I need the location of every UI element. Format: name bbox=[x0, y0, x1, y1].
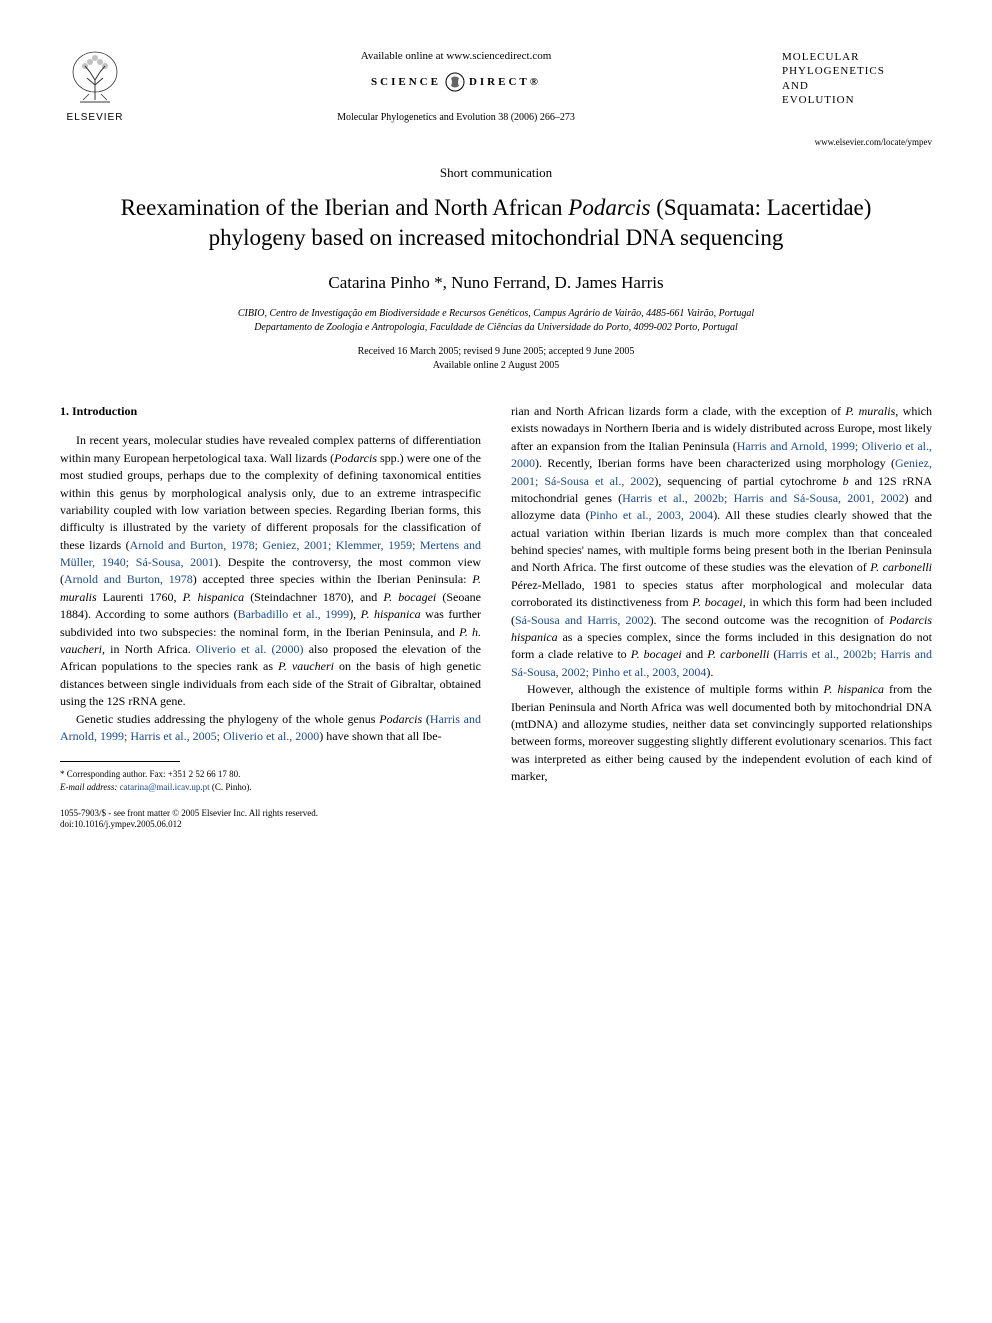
para-2: Genetic studies addressing the phylogeny… bbox=[60, 711, 481, 746]
authors: Catarina Pinho *, Nuno Ferrand, D. James… bbox=[60, 273, 932, 293]
journal-title-block: MOLECULAR PHYLOGENETICS AND EVOLUTION ww… bbox=[782, 50, 932, 147]
copyright-block: 1055-7903/$ - see front matter © 2005 El… bbox=[60, 808, 481, 831]
elsevier-logo: ELSEVIER bbox=[60, 50, 130, 130]
body-text: 1. Introduction In recent years, molecul… bbox=[60, 403, 932, 831]
sd-text-right: DIRECT® bbox=[469, 76, 541, 88]
email-suffix: (C. Pinho). bbox=[210, 782, 252, 792]
elsevier-tree-icon bbox=[65, 50, 125, 110]
title-italic1: Podarcis bbox=[568, 195, 650, 220]
footnote-separator bbox=[60, 761, 180, 762]
journal-title-2: PHYLOGENETICS bbox=[782, 64, 932, 78]
article-dates: Received 16 March 2005; revised 9 June 2… bbox=[60, 345, 932, 373]
dates-line1: Received 16 March 2005; revised 9 June 2… bbox=[60, 345, 932, 359]
copyright-line1: 1055-7903/$ - see front matter © 2005 El… bbox=[60, 808, 481, 820]
journal-url: www.elsevier.com/locate/ympev bbox=[782, 137, 932, 147]
publisher-name: ELSEVIER bbox=[67, 112, 124, 123]
citation[interactable]: Barbadillo et al., 1999 bbox=[238, 607, 350, 621]
sciencedirect-logo: SCIENCE DIRECT® bbox=[371, 72, 541, 92]
section-1-heading: 1. Introduction bbox=[60, 403, 481, 420]
para-3: However, although the existence of multi… bbox=[511, 681, 932, 785]
citation[interactable]: Sá-Sousa and Harris, 2002 bbox=[515, 613, 650, 627]
para-1: In recent years, molecular studies have … bbox=[60, 432, 481, 710]
corresponding-author-note: * Corresponding author. Fax: +351 2 52 6… bbox=[60, 768, 481, 793]
citation[interactable]: Pinho et al., 2003, 2004 bbox=[590, 508, 714, 522]
journal-title-1: MOLECULAR bbox=[782, 50, 932, 64]
author-email[interactable]: catarina@mail.icav.up.pt bbox=[120, 782, 210, 792]
journal-reference: Molecular Phylogenetics and Evolution 38… bbox=[150, 112, 762, 123]
email-label: E-mail address: bbox=[60, 782, 117, 792]
corresponding-text: * Corresponding author. Fax: +351 2 52 6… bbox=[60, 768, 481, 781]
column-right: rian and North African lizards form a cl… bbox=[511, 403, 932, 831]
para-2-continued: rian and North African lizards form a cl… bbox=[511, 403, 932, 681]
journal-title-4: EVOLUTION bbox=[782, 93, 932, 107]
affiliation-2: Departamento de Zoologia e Antropologia,… bbox=[90, 321, 902, 335]
doi: doi:10.1016/j.ympev.2005.06.012 bbox=[60, 819, 481, 831]
journal-title-3: AND bbox=[782, 79, 932, 93]
citation[interactable]: Arnold and Burton, 1978 bbox=[64, 572, 193, 586]
title-part1: Reexamination of the Iberian and North A… bbox=[121, 195, 569, 220]
sciencedirect-icon bbox=[445, 72, 465, 92]
column-left: 1. Introduction In recent years, molecul… bbox=[60, 403, 481, 831]
citation[interactable]: Harris et al., 2002b; Harris and Sá-Sous… bbox=[622, 491, 904, 505]
available-online-text: Available online at www.sciencedirect.co… bbox=[150, 50, 762, 62]
affiliation-1: CIBIO, Centro de Investigação em Biodive… bbox=[90, 307, 902, 321]
page-header: ELSEVIER Available online at www.science… bbox=[60, 50, 932, 147]
dates-line2: Available online 2 August 2005 bbox=[60, 359, 932, 373]
article-type: Short communication bbox=[60, 165, 932, 181]
header-center: Available online at www.sciencedirect.co… bbox=[130, 50, 782, 123]
affiliations: CIBIO, Centro de Investigação em Biodive… bbox=[60, 307, 932, 335]
sd-text-left: SCIENCE bbox=[371, 76, 441, 88]
article-title: Reexamination of the Iberian and North A… bbox=[60, 193, 932, 253]
citation[interactable]: Oliverio et al. (2000) bbox=[196, 642, 304, 656]
